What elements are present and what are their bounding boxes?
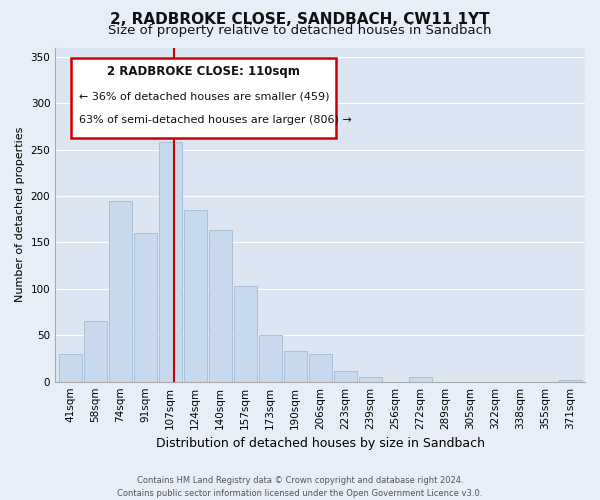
- Bar: [134, 233, 157, 382]
- Bar: [109, 200, 131, 382]
- FancyBboxPatch shape: [71, 58, 336, 138]
- Bar: [409, 377, 431, 382]
- Bar: [359, 377, 382, 382]
- Bar: [59, 354, 82, 382]
- Bar: [334, 372, 356, 382]
- Y-axis label: Number of detached properties: Number of detached properties: [15, 127, 25, 302]
- Bar: [284, 351, 307, 382]
- Bar: [308, 354, 332, 382]
- Bar: [184, 210, 206, 382]
- Text: ← 36% of detached houses are smaller (459): ← 36% of detached houses are smaller (45…: [79, 91, 329, 101]
- Bar: [209, 230, 232, 382]
- Text: 2, RADBROKE CLOSE, SANDBACH, CW11 1YT: 2, RADBROKE CLOSE, SANDBACH, CW11 1YT: [110, 12, 490, 28]
- Bar: [559, 380, 581, 382]
- Bar: [83, 322, 107, 382]
- Text: 63% of semi-detached houses are larger (806) →: 63% of semi-detached houses are larger (…: [79, 115, 352, 125]
- Bar: [233, 286, 257, 382]
- Bar: [158, 142, 182, 382]
- Text: 2 RADBROKE CLOSE: 110sqm: 2 RADBROKE CLOSE: 110sqm: [107, 66, 300, 78]
- X-axis label: Distribution of detached houses by size in Sandbach: Distribution of detached houses by size …: [155, 437, 485, 450]
- Text: Size of property relative to detached houses in Sandbach: Size of property relative to detached ho…: [108, 24, 492, 37]
- Bar: [259, 336, 281, 382]
- Text: Contains HM Land Registry data © Crown copyright and database right 2024.
Contai: Contains HM Land Registry data © Crown c…: [118, 476, 482, 498]
